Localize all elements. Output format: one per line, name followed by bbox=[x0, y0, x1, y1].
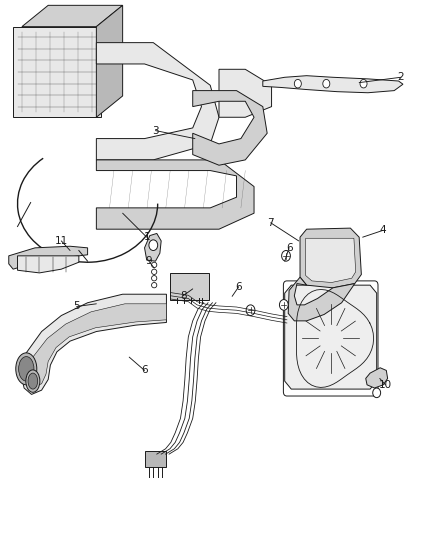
FancyBboxPatch shape bbox=[170, 273, 209, 300]
Text: 11: 11 bbox=[55, 236, 68, 246]
Polygon shape bbox=[366, 368, 388, 388]
Text: 9: 9 bbox=[145, 256, 152, 266]
Polygon shape bbox=[145, 233, 161, 261]
Polygon shape bbox=[306, 238, 356, 282]
Circle shape bbox=[294, 79, 301, 88]
Circle shape bbox=[373, 388, 381, 398]
Polygon shape bbox=[285, 285, 377, 389]
Circle shape bbox=[282, 251, 290, 261]
Text: 4: 4 bbox=[380, 225, 387, 235]
Circle shape bbox=[320, 325, 342, 352]
Text: 3: 3 bbox=[152, 126, 159, 135]
Text: 7: 7 bbox=[267, 218, 274, 228]
Circle shape bbox=[149, 240, 158, 251]
Polygon shape bbox=[18, 256, 79, 273]
Polygon shape bbox=[96, 43, 219, 160]
Bar bbox=[145, 451, 166, 467]
Text: 1: 1 bbox=[143, 232, 150, 242]
Text: 6: 6 bbox=[286, 243, 293, 253]
Circle shape bbox=[246, 305, 255, 316]
Ellipse shape bbox=[26, 370, 40, 392]
Ellipse shape bbox=[16, 353, 37, 385]
Text: 6: 6 bbox=[235, 282, 242, 292]
Ellipse shape bbox=[18, 357, 34, 381]
Circle shape bbox=[360, 79, 367, 88]
Polygon shape bbox=[21, 294, 166, 394]
Polygon shape bbox=[193, 91, 267, 165]
Polygon shape bbox=[219, 69, 272, 117]
Text: 8: 8 bbox=[180, 291, 187, 301]
Text: 5: 5 bbox=[73, 302, 80, 311]
Polygon shape bbox=[300, 228, 361, 288]
Text: 2: 2 bbox=[397, 72, 404, 82]
Polygon shape bbox=[263, 76, 403, 93]
Ellipse shape bbox=[28, 373, 38, 389]
Polygon shape bbox=[22, 5, 123, 27]
Polygon shape bbox=[9, 246, 88, 269]
Polygon shape bbox=[28, 304, 166, 386]
FancyBboxPatch shape bbox=[13, 27, 101, 117]
Circle shape bbox=[323, 79, 330, 88]
Text: 10: 10 bbox=[379, 380, 392, 390]
Polygon shape bbox=[96, 5, 123, 117]
Circle shape bbox=[279, 300, 288, 310]
Polygon shape bbox=[288, 277, 355, 321]
Text: 6: 6 bbox=[141, 366, 148, 375]
Polygon shape bbox=[96, 160, 254, 229]
